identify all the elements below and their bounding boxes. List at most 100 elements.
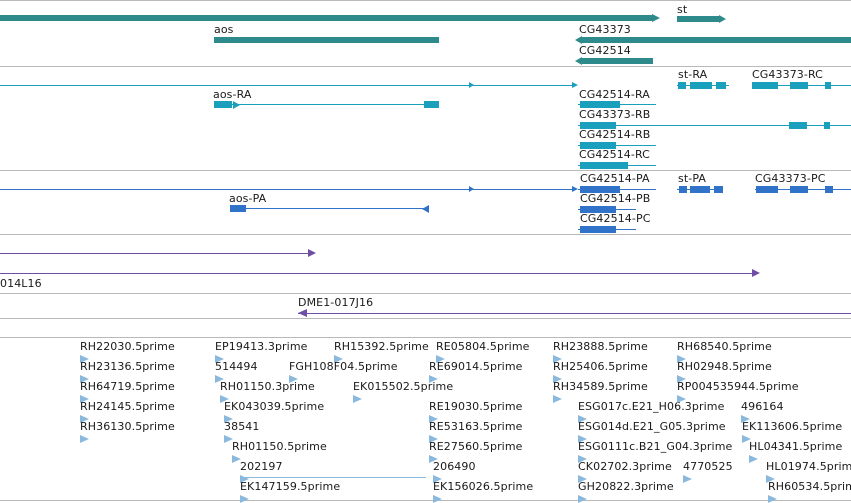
est-label[interactable]: 4770525 [683,460,733,473]
est-label[interactable]: EK156026.5prime [433,480,534,493]
est-arrow[interactable] [677,395,686,403]
gene-label-aos[interactable]: aos [214,23,234,36]
est-label[interactable]: RH36130.5prime [80,420,175,433]
est-arrow[interactable] [433,475,442,483]
clone-line[interactable] [0,253,310,254]
est-line[interactable] [240,477,426,478]
est-arrow[interactable] [429,435,438,443]
clone-line[interactable] [0,273,754,274]
est-arrow[interactable] [677,375,686,383]
clone-line[interactable] [298,313,851,314]
est-arrow[interactable] [553,375,562,383]
est-arrow[interactable] [240,475,249,483]
est-arrow[interactable] [741,415,750,423]
est-arrow[interactable] [429,415,438,423]
est-arrow[interactable] [578,435,587,443]
est-arrow[interactable] [683,475,692,483]
est-label[interactable]: RE27560.5prime [429,440,523,453]
est-arrow[interactable] [429,455,438,463]
est-label[interactable]: RP004535944.5prime [677,380,799,393]
est-arrow[interactable] [768,495,777,503]
est-label[interactable]: ESG017c.E21_H06.3prime [578,400,725,413]
est-label[interactable]: FGH108F04.5prime [289,360,398,373]
est-label[interactable]: EK015502.5prime [353,380,454,393]
gene-bar-st[interactable] [677,16,719,22]
transcript-line[interactable] [214,104,438,105]
est-label[interactable]: HL04341.5prime [749,440,843,453]
gene-label-st[interactable]: st [677,3,688,16]
transcript-line[interactable] [578,125,851,126]
est-label[interactable]: RE19030.5prime [429,400,523,413]
est-arrow[interactable] [578,475,587,483]
est-label[interactable]: RE53163.5prime [429,420,523,433]
est-label[interactable]: RH68540.5prime [677,340,772,353]
est-arrow[interactable] [80,355,89,363]
gene-label-cg42514[interactable]: CG42514 [579,44,631,57]
protein-label[interactable]: CG42514-PA [580,172,650,185]
est-label[interactable]: RH15392.5prime [334,340,429,353]
est-arrow[interactable] [334,355,343,363]
est-label[interactable]: 38541 [224,420,260,433]
transcript-label[interactable]: st-RA [678,68,708,81]
est-arrow[interactable] [677,355,686,363]
est-arrow[interactable] [232,455,241,463]
est-arrow[interactable] [240,495,249,503]
est-label[interactable]: RH23136.5prime [80,360,175,373]
est-label[interactable]: RH34589.5prime [553,380,648,393]
est-arrow[interactable] [80,375,89,383]
est-label[interactable]: RH60534.5prime [768,480,851,493]
est-label[interactable]: 206490 [433,460,476,473]
est-label[interactable]: GH20822.3prime [578,480,674,493]
est-arrow[interactable] [80,395,89,403]
gene-bar[interactable] [0,15,652,21]
est-label[interactable]: EK043039.5prime [224,400,325,413]
est-arrow[interactable] [224,435,233,443]
transcript-line[interactable] [578,145,656,146]
est-arrow[interactable] [80,435,89,443]
transcript-label[interactable]: CG43373-RC [752,68,823,81]
est-label[interactable]: HL01974.5prime [766,460,851,473]
gene-label-cg43373[interactable]: CG43373 [579,23,631,36]
transcript-label[interactable]: CG43373-RB [579,108,651,121]
est-label[interactable]: 496164 [741,400,784,413]
transcript-line[interactable] [0,85,572,86]
est-arrow[interactable] [436,355,445,363]
est-arrow[interactable] [289,375,298,383]
est-arrow[interactable] [578,455,587,463]
est-arrow[interactable] [578,495,587,503]
transcript-label[interactable]: CG42514-RA [579,88,650,101]
est-label[interactable]: 514494 [215,360,258,373]
est-label[interactable]: EK113606.5prime [742,420,843,433]
est-label[interactable]: RE69014.5prime [429,360,523,373]
est-label[interactable]: RH23888.5prime [553,340,648,353]
est-arrow[interactable] [578,415,587,423]
protein-label[interactable]: CG42514-PB [580,192,651,205]
est-arrow[interactable] [220,395,229,403]
transcript-label[interactable]: CG42514-RC [579,148,650,161]
est-arrow[interactable] [80,415,89,423]
est-arrow[interactable] [353,395,362,403]
clone-label[interactable]: DME1-017J16 [298,296,374,309]
est-label[interactable]: RH22030.5prime [80,340,175,353]
protein-line[interactable] [230,208,428,209]
gene-bar-cg42514[interactable] [581,58,653,64]
est-arrow[interactable] [742,435,751,443]
protein-label[interactable]: st-PA [678,172,706,185]
protein-label[interactable]: aos-PA [229,192,267,205]
est-label[interactable]: ESG0111c.B21_G04.3prime [578,440,733,453]
gene-bar-cg43373[interactable] [581,37,851,43]
est-arrow[interactable] [429,375,438,383]
est-arrow[interactable] [224,415,233,423]
est-label[interactable]: RH01150.5prime [232,440,327,453]
est-label[interactable]: RH64719.5prime [80,380,175,393]
est-arrow[interactable] [749,455,758,463]
est-arrow[interactable] [433,495,442,503]
est-label[interactable]: RH24145.5prime [80,400,175,413]
est-arrow[interactable] [766,475,775,483]
est-arrow[interactable] [553,395,562,403]
est-arrow[interactable] [553,355,562,363]
est-arrow[interactable] [215,355,224,363]
est-label[interactable]: RH25406.5prime [553,360,648,373]
protein-label[interactable]: CG42514-PC [580,212,651,225]
est-label[interactable]: EP19413.3prime [215,340,308,353]
